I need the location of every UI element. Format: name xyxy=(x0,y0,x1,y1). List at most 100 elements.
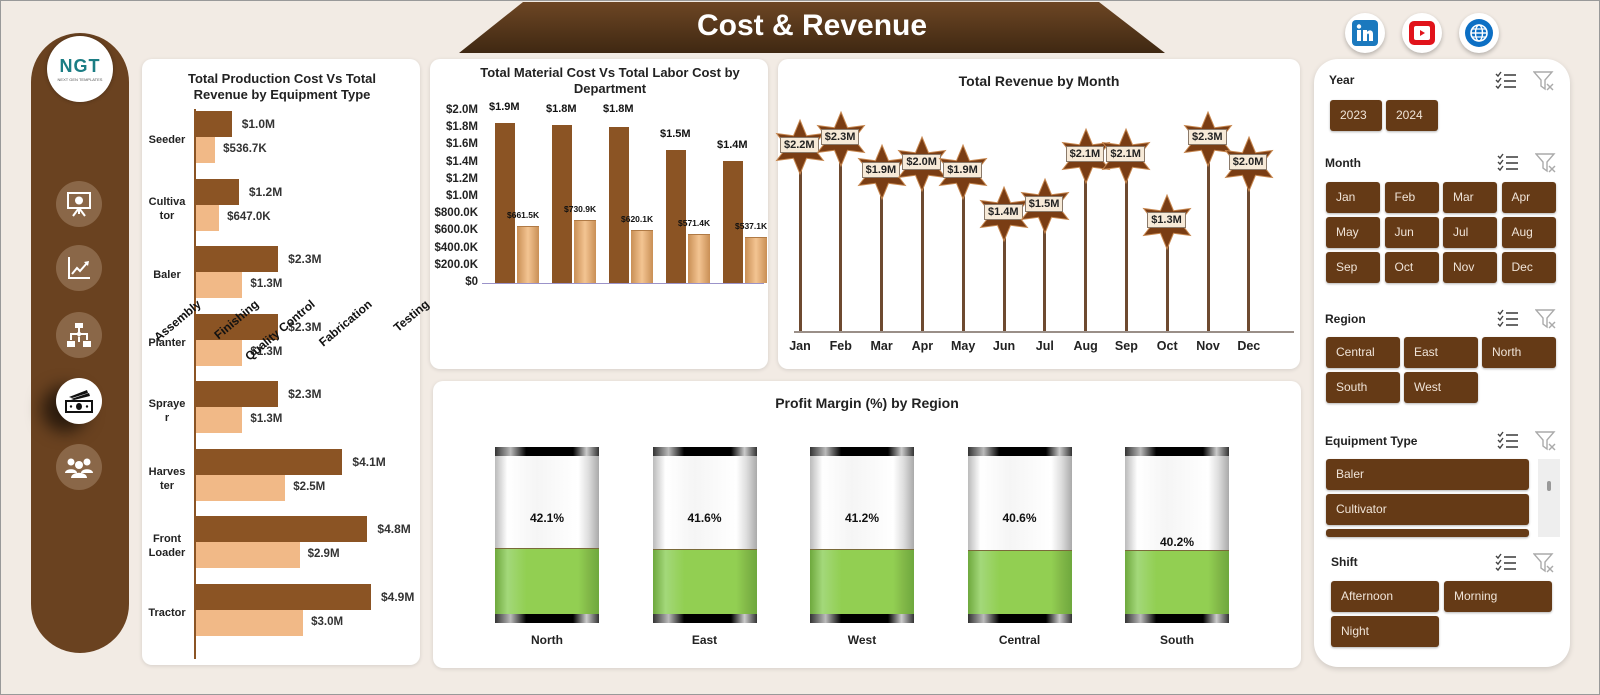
material-value: $1.8M xyxy=(603,103,634,116)
linkedin-button[interactable] xyxy=(1345,13,1385,53)
month-option-chip[interactable]: Jan xyxy=(1326,182,1380,213)
region-multiselect-button[interactable] xyxy=(1497,309,1519,329)
linkedin-icon xyxy=(1352,20,1378,46)
value-label: $2.0M xyxy=(902,154,941,171)
month-option-chip[interactable]: Oct xyxy=(1384,252,1439,283)
y-tick-label: $1.8M xyxy=(446,121,478,134)
material-value: $1.8M xyxy=(546,102,577,115)
y-tick-label: $1.2M xyxy=(446,172,478,185)
nav-team-button[interactable] xyxy=(56,444,102,490)
y-tick-label: $1.6M xyxy=(446,138,478,151)
region-option-chip[interactable]: East xyxy=(1404,337,1478,368)
y-tick-label: $1.0M xyxy=(446,190,478,202)
month-option-chip[interactable]: May xyxy=(1326,217,1380,248)
equipment-multiselect-button[interactable] xyxy=(1497,431,1519,451)
year-option-chip[interactable]: 2024 xyxy=(1386,100,1438,131)
category-label: Harves ter xyxy=(148,465,186,492)
cylinder-bottom-cap xyxy=(652,614,757,623)
region-option-chip[interactable]: North xyxy=(1482,337,1556,368)
revenue-value: $4.8M xyxy=(377,522,411,536)
region-option-chip[interactable]: Central xyxy=(1326,337,1400,368)
logo-subtitle: NEXT GEN TEMPLATES xyxy=(57,77,103,82)
equipment-scrollbar[interactable] xyxy=(1538,459,1560,537)
year-multiselect-button[interactable] xyxy=(1495,71,1517,91)
clear-filter-icon xyxy=(1534,309,1556,329)
logo-text: NGT xyxy=(59,56,101,76)
year-clear-filter-button[interactable] xyxy=(1532,71,1555,91)
month-label: Jul xyxy=(1035,339,1054,353)
equipment-option-chip[interactable]: Baler xyxy=(1326,459,1529,490)
nav-flowchart-button[interactable] xyxy=(56,312,102,358)
region-option-chip[interactable]: South xyxy=(1326,372,1400,403)
month-label: Mar xyxy=(870,339,893,353)
labor-cost-bar xyxy=(574,220,596,283)
region-label: Central xyxy=(998,633,1041,647)
multi-select-icon xyxy=(1497,309,1518,328)
cost-value: $3.0M xyxy=(311,615,344,628)
revenue-value: $2.3M xyxy=(288,387,322,401)
value-stem xyxy=(961,172,965,331)
year-option-chip[interactable]: 2023 xyxy=(1330,100,1382,131)
equipment-option-chip[interactable] xyxy=(1326,529,1529,537)
labor-value: $537.1K xyxy=(735,220,768,231)
revenue-bar xyxy=(196,111,232,137)
youtube-button[interactable] xyxy=(1402,13,1442,53)
labor-cost-bar xyxy=(745,236,767,283)
shift-option-chip[interactable]: Morning xyxy=(1444,581,1552,612)
labor-value: $730.9K xyxy=(564,204,597,215)
month-label: Apr xyxy=(911,339,934,353)
bar-group: Front Loader $4.8M $2.9M xyxy=(142,516,412,582)
month-option-chip[interactable]: Sep xyxy=(1326,252,1380,283)
shift-option-chip[interactable]: Afternoon xyxy=(1331,581,1439,612)
chart-title: Profit Margin (%) by Region xyxy=(775,395,959,411)
shift-option-chip[interactable]: Night xyxy=(1331,616,1439,647)
cost-value: $536.7K xyxy=(223,143,267,155)
value-label: $2.1M xyxy=(1065,145,1105,162)
month-option-chip[interactable]: Aug xyxy=(1501,217,1556,248)
nav-trend-button[interactable] xyxy=(56,245,102,291)
value-label: $1.3M xyxy=(1147,212,1186,229)
month-clear-filter-button[interactable] xyxy=(1534,153,1557,173)
cylinder-bottom-cap xyxy=(967,614,1072,623)
month-option-chip[interactable]: Feb xyxy=(1384,182,1439,213)
y-tick-label: $600.0K xyxy=(434,224,478,237)
month-option-chip[interactable]: Mar xyxy=(1443,182,1497,213)
month-multiselect-button[interactable] xyxy=(1497,153,1519,173)
percent-label: 41.2% xyxy=(844,511,880,525)
value-stem xyxy=(1247,164,1251,331)
y-tick-label: $2.0M xyxy=(446,104,478,116)
equipment-option-chip[interactable]: Cultivator xyxy=(1326,494,1529,525)
cylinder-bottom-cap xyxy=(495,614,599,623)
revenue-value: $1.2M xyxy=(248,184,283,199)
region-label: West xyxy=(847,633,877,647)
cost-bar xyxy=(196,407,243,433)
month-label: Dec xyxy=(1237,339,1261,353)
region-label: East xyxy=(691,633,718,647)
profit-margin-by-region-chart: Profit Margin (%) by Region 42.1% North 41… xyxy=(433,381,1301,668)
nav-presentation-button[interactable] xyxy=(56,181,102,227)
region-clear-filter-button[interactable] xyxy=(1534,309,1557,329)
website-button[interactable] xyxy=(1459,13,1499,53)
shift-clear-filter-button[interactable] xyxy=(1532,553,1555,573)
month-option-chip[interactable]: Jul xyxy=(1443,217,1497,248)
region-option-chip[interactable]: West xyxy=(1404,372,1478,403)
equipment-filter-title: Equipment Type xyxy=(1325,434,1418,448)
nav-cost-revenue-button[interactable] xyxy=(56,378,102,424)
cost-bar xyxy=(196,542,300,568)
material-value: $1.5M xyxy=(660,127,691,140)
month-option-chip[interactable]: Jun xyxy=(1384,217,1439,248)
cost-value: $1.3M xyxy=(250,413,283,425)
month-option-chip[interactable]: Apr xyxy=(1501,182,1556,213)
material-vs-labor-chart: Total Material Cost Vs Total Labor Cost … xyxy=(152,59,768,369)
revenue-bar xyxy=(196,246,279,272)
cost-bar xyxy=(196,272,243,298)
clear-filter-icon xyxy=(1532,71,1554,91)
scroll-thumb[interactable] xyxy=(1547,481,1551,491)
month-option-chip[interactable]: Dec xyxy=(1501,252,1556,283)
cost-bar xyxy=(196,339,243,366)
shift-multiselect-button[interactable] xyxy=(1495,553,1517,573)
month-option-chip[interactable]: Nov xyxy=(1443,252,1497,283)
shift-filter-title: Shift xyxy=(1331,555,1358,569)
equipment-clear-filter-button[interactable] xyxy=(1534,431,1557,451)
month-label: Nov xyxy=(1196,339,1220,353)
